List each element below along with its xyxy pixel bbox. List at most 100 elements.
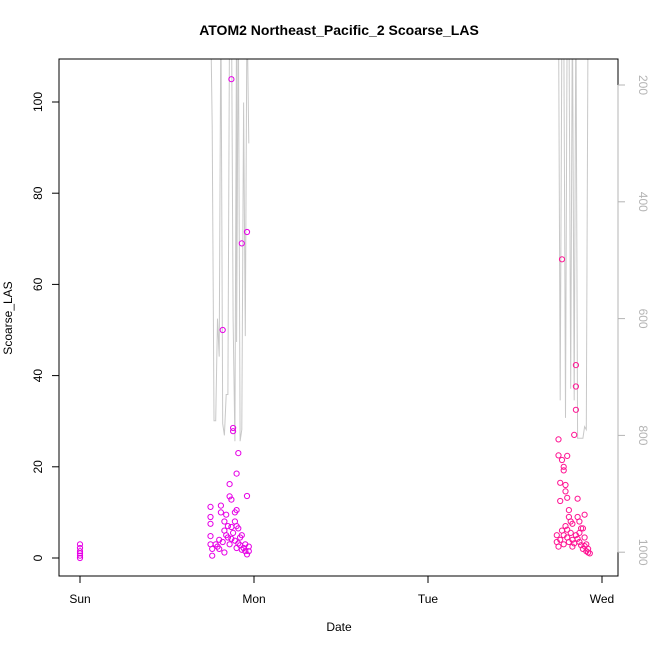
x-tick-label: Sun — [69, 592, 90, 606]
data-point — [569, 543, 576, 550]
data-point — [564, 452, 571, 459]
data-point — [576, 538, 583, 546]
x-tick-label: Mon — [242, 592, 265, 606]
data-point — [578, 525, 585, 532]
data-point — [207, 533, 214, 540]
data-point — [243, 492, 251, 500]
data-point — [562, 523, 569, 530]
data-point — [581, 534, 588, 541]
secondary-line — [210, 59, 250, 442]
x-axis-label: Date — [326, 620, 352, 634]
y-tick-label: 100 — [31, 92, 45, 112]
data-point — [574, 495, 581, 502]
x-tick-label: Wed — [590, 592, 614, 606]
y-tick-label: 0 — [31, 554, 45, 561]
data-point — [223, 511, 230, 518]
data-point — [76, 552, 84, 559]
data-point — [217, 502, 224, 509]
data-point — [572, 532, 580, 539]
data-point — [245, 548, 252, 555]
data-point — [564, 526, 571, 533]
data-point — [233, 470, 240, 477]
data-point — [209, 545, 216, 553]
data-point — [207, 503, 214, 510]
data-point — [230, 428, 237, 435]
data-point — [226, 481, 233, 488]
data-point — [76, 541, 84, 548]
data-point — [240, 544, 247, 552]
secondary-line — [558, 59, 589, 439]
data-point — [238, 546, 245, 553]
data-point — [565, 507, 573, 514]
data-point — [216, 545, 223, 553]
x-tick-label: Tue — [418, 592, 439, 606]
data-point — [567, 529, 574, 537]
data-point — [228, 523, 235, 531]
data-point — [553, 532, 560, 539]
data-point — [224, 523, 231, 530]
data-point — [209, 552, 216, 559]
data-point — [562, 488, 569, 495]
data-point — [221, 518, 228, 525]
data-point — [555, 543, 562, 550]
data-point — [221, 549, 228, 556]
chart-title: ATOM2 Northeast_Pacific_2 Scoarse_LAS — [199, 22, 479, 38]
data-point — [560, 541, 567, 548]
data-point — [557, 497, 564, 505]
data-point — [574, 535, 581, 542]
y-tick-label: 80 — [31, 186, 45, 200]
data-point — [560, 463, 567, 470]
data-point — [555, 436, 562, 443]
data-point — [572, 406, 580, 413]
data-point — [572, 383, 580, 390]
plot-frame — [58, 58, 619, 577]
y-axis-label: Scoarse_LAS — [1, 281, 15, 354]
data-point — [585, 549, 592, 556]
y-tick-label: 60 — [31, 277, 45, 291]
data-point — [226, 541, 233, 548]
axes-layer: Sun Mon Tue Wed 0 20 40 60 80 100 200 400 600 800 1000 — [31, 75, 650, 606]
data-point — [557, 479, 564, 486]
data-point — [557, 536, 564, 543]
data-point — [207, 513, 214, 521]
data-point — [562, 481, 569, 489]
data-point — [581, 511, 588, 518]
y-tick-label: 20 — [31, 460, 45, 474]
data-point — [228, 496, 235, 503]
data-point — [578, 542, 585, 549]
data-point — [569, 520, 576, 527]
data-point — [242, 548, 249, 555]
data-point — [76, 554, 84, 562]
data-point — [558, 456, 566, 464]
y-tick-label: 40 — [31, 369, 45, 383]
data-point — [217, 509, 224, 516]
data-point — [226, 493, 233, 500]
data-point — [558, 256, 566, 263]
data-point — [243, 551, 251, 558]
data-point — [235, 450, 242, 457]
data-point — [571, 431, 578, 438]
data-point — [219, 326, 226, 334]
y2-tick-label: 1000 — [636, 539, 650, 566]
data-point — [230, 424, 237, 432]
y2-tick-label: 200 — [636, 75, 650, 95]
data-point — [228, 76, 235, 83]
data-point — [235, 540, 242, 547]
data-point — [207, 520, 214, 527]
data-point — [224, 534, 231, 541]
data-point — [230, 529, 237, 537]
data-point — [219, 538, 226, 546]
data-point — [560, 467, 567, 474]
data-point — [555, 452, 562, 459]
data-point — [237, 534, 244, 541]
data-point — [572, 362, 580, 369]
data-point — [243, 228, 251, 236]
data-point — [233, 507, 240, 514]
y2-tick-label: 400 — [636, 192, 650, 212]
data-point — [228, 535, 235, 542]
points-layer — [76, 76, 593, 562]
data-point — [76, 548, 84, 555]
data-point — [564, 494, 571, 501]
y2-tick-label: 800 — [636, 425, 650, 445]
